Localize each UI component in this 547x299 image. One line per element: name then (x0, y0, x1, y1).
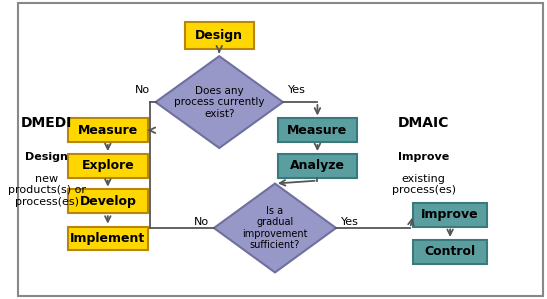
Text: Develop: Develop (79, 195, 136, 208)
Text: Control: Control (424, 245, 476, 258)
Text: Does any
process currently
exist?: Does any process currently exist? (174, 86, 265, 119)
Text: Analyze: Analyze (290, 159, 345, 172)
Text: DMEDI: DMEDI (21, 116, 73, 130)
Polygon shape (214, 184, 336, 272)
Text: Yes: Yes (341, 217, 359, 227)
FancyBboxPatch shape (278, 154, 357, 178)
FancyBboxPatch shape (68, 190, 148, 213)
Text: No: No (135, 85, 150, 95)
FancyBboxPatch shape (68, 227, 148, 250)
Text: existing
process(es): existing process(es) (392, 174, 456, 195)
Text: Explore: Explore (82, 159, 134, 172)
FancyBboxPatch shape (185, 22, 254, 49)
FancyBboxPatch shape (68, 154, 148, 178)
Text: Improve: Improve (421, 208, 479, 221)
Text: Design: Design (25, 152, 68, 162)
Text: Improve: Improve (398, 152, 449, 162)
FancyBboxPatch shape (413, 240, 487, 263)
Text: Measure: Measure (287, 124, 347, 137)
Text: Yes: Yes (288, 85, 306, 95)
Text: Design: Design (195, 29, 243, 42)
Text: No: No (194, 217, 208, 227)
FancyBboxPatch shape (68, 118, 148, 142)
Text: Implement: Implement (70, 232, 146, 245)
Text: Is a
gradual
improvement
sufficient?: Is a gradual improvement sufficient? (242, 206, 308, 250)
Text: DMAIC: DMAIC (398, 116, 449, 130)
FancyBboxPatch shape (278, 118, 357, 142)
Polygon shape (155, 56, 283, 148)
FancyBboxPatch shape (413, 203, 487, 227)
Text: new
products(s) or
process(es): new products(s) or process(es) (8, 174, 86, 207)
Text: Measure: Measure (78, 124, 138, 137)
